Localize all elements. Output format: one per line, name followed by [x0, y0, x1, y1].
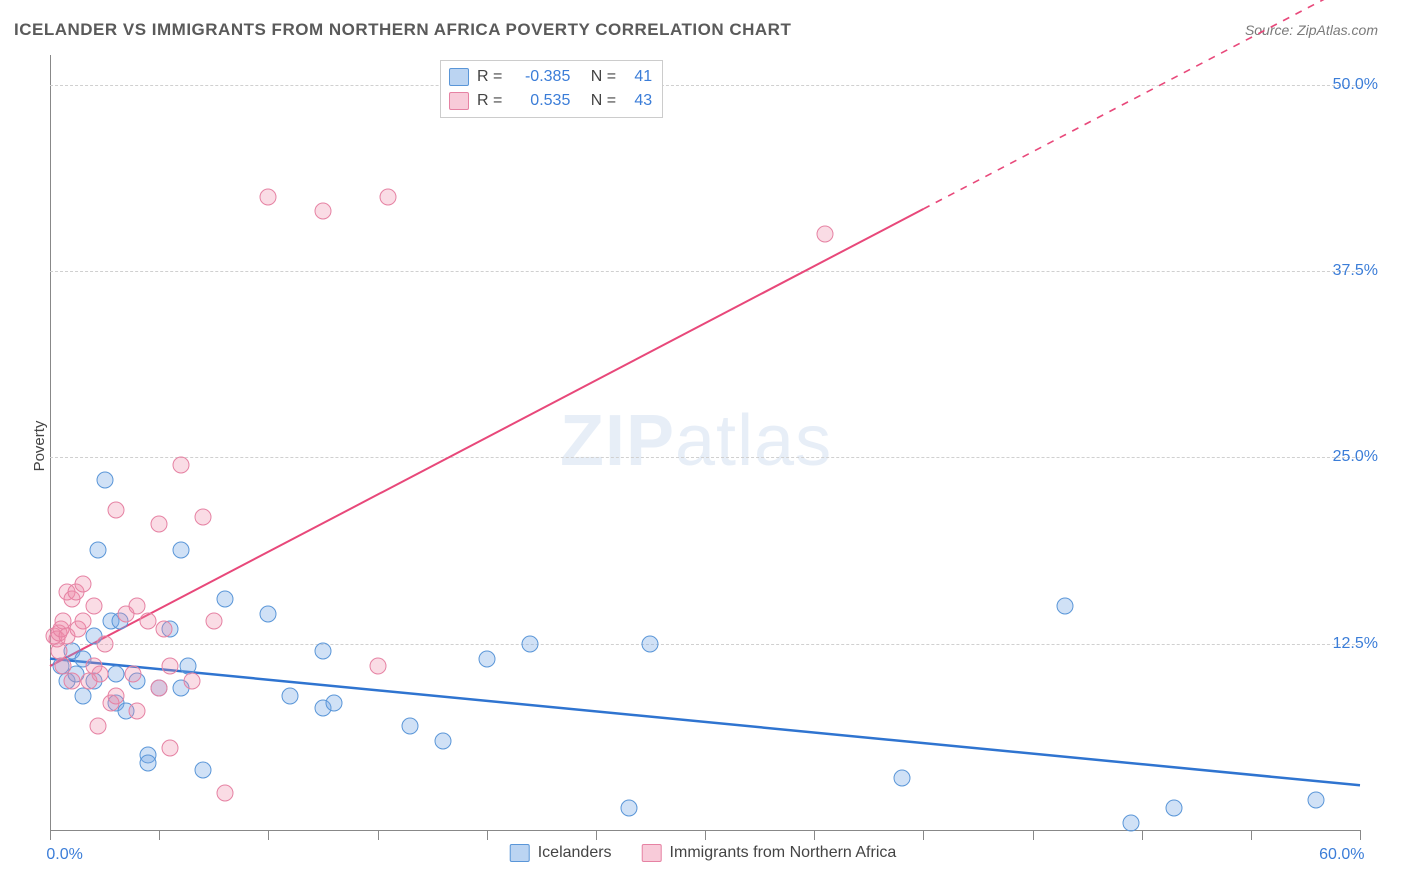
scatter-point: [90, 541, 107, 558]
scatter-point: [1166, 799, 1183, 816]
scatter-point: [522, 635, 539, 652]
scatter-point: [173, 456, 190, 473]
scatter-point: [155, 620, 172, 637]
N-value-blue: 41: [624, 65, 652, 89]
scatter-point: [314, 203, 331, 220]
x-tick: [814, 830, 815, 840]
scatter-point: [74, 687, 91, 704]
swatch-blue: [510, 844, 530, 862]
scatter-point: [1308, 792, 1325, 809]
scatter-point: [151, 516, 168, 533]
scatter-point: [92, 665, 109, 682]
scatter-point: [96, 471, 113, 488]
N-value-pink: 43: [624, 89, 652, 113]
y-axis-label: Poverty: [31, 421, 48, 472]
x-tick: [487, 830, 488, 840]
series-legend: Icelanders Immigrants from Northern Afri…: [510, 844, 897, 862]
scatter-point: [205, 613, 222, 630]
scatter-point: [74, 613, 91, 630]
x-tick: [1251, 830, 1252, 840]
scatter-point: [74, 576, 91, 593]
scatter-point: [173, 541, 190, 558]
R-value-blue: -0.385: [510, 65, 570, 89]
scatter-point: [183, 672, 200, 689]
x-tick: [923, 830, 924, 840]
scatter-point: [194, 509, 211, 526]
x-tick: [268, 830, 269, 840]
x-tick: [50, 830, 51, 840]
regression-line: [50, 209, 923, 666]
x-tick-label: 0.0%: [46, 846, 82, 864]
legend-item-blue: Icelanders: [510, 844, 612, 862]
source-label: Source: ZipAtlas.com: [1245, 22, 1378, 38]
N-label: N =: [591, 89, 616, 113]
x-tick: [1033, 830, 1034, 840]
scatter-point: [129, 598, 146, 615]
scatter-point: [63, 672, 80, 689]
scatter-point: [107, 687, 124, 704]
scatter-point: [107, 665, 124, 682]
x-tick-label: 60.0%: [1319, 846, 1364, 864]
scatter-point: [282, 687, 299, 704]
scatter-point: [314, 643, 331, 660]
scatter-point: [1122, 814, 1139, 831]
regression-line: [50, 659, 1360, 786]
scatter-point: [151, 680, 168, 697]
stats-row-blue: R = -0.385 N = 41: [449, 65, 652, 89]
stats-legend: R = -0.385 N = 41 R = 0.535 N = 43: [440, 60, 663, 118]
x-tick: [378, 830, 379, 840]
scatter-point: [1057, 598, 1074, 615]
scatter-point: [325, 695, 342, 712]
x-tick: [159, 830, 160, 840]
scatter-point: [96, 635, 113, 652]
x-tick: [596, 830, 597, 840]
stats-row-pink: R = 0.535 N = 43: [449, 89, 652, 113]
scatter-point: [402, 717, 419, 734]
scatter-point: [107, 501, 124, 518]
N-label: N =: [591, 65, 616, 89]
swatch-blue: [449, 68, 469, 86]
scatter-point: [216, 784, 233, 801]
scatter-point: [478, 650, 495, 667]
scatter-point: [260, 605, 277, 622]
scatter-point: [194, 762, 211, 779]
scatter-point: [369, 658, 386, 675]
scatter-point: [435, 732, 452, 749]
x-tick: [705, 830, 706, 840]
legend-label-pink: Immigrants from Northern Africa: [670, 844, 897, 862]
regression-lines: [50, 55, 1360, 830]
scatter-point: [85, 598, 102, 615]
x-tick: [1142, 830, 1143, 840]
scatter-point: [129, 702, 146, 719]
scatter-point: [162, 658, 179, 675]
scatter-point: [893, 769, 910, 786]
R-value-pink: 0.535: [510, 89, 570, 113]
scatter-point: [620, 799, 637, 816]
scatter-point: [642, 635, 659, 652]
swatch-pink: [642, 844, 662, 862]
scatter-point: [380, 188, 397, 205]
scatter-point: [162, 740, 179, 757]
scatter-point: [216, 590, 233, 607]
scatter-point: [140, 754, 157, 771]
scatter-point: [124, 665, 141, 682]
swatch-pink: [449, 92, 469, 110]
scatter-point: [90, 717, 107, 734]
legend-label-blue: Icelanders: [538, 844, 612, 862]
scatter-point: [260, 188, 277, 205]
R-label: R =: [477, 89, 502, 113]
legend-item-pink: Immigrants from Northern Africa: [642, 844, 897, 862]
scatter-point: [817, 225, 834, 242]
x-tick: [1360, 830, 1361, 840]
R-label: R =: [477, 65, 502, 89]
chart-title: ICELANDER VS IMMIGRANTS FROM NORTHERN AF…: [14, 20, 791, 40]
